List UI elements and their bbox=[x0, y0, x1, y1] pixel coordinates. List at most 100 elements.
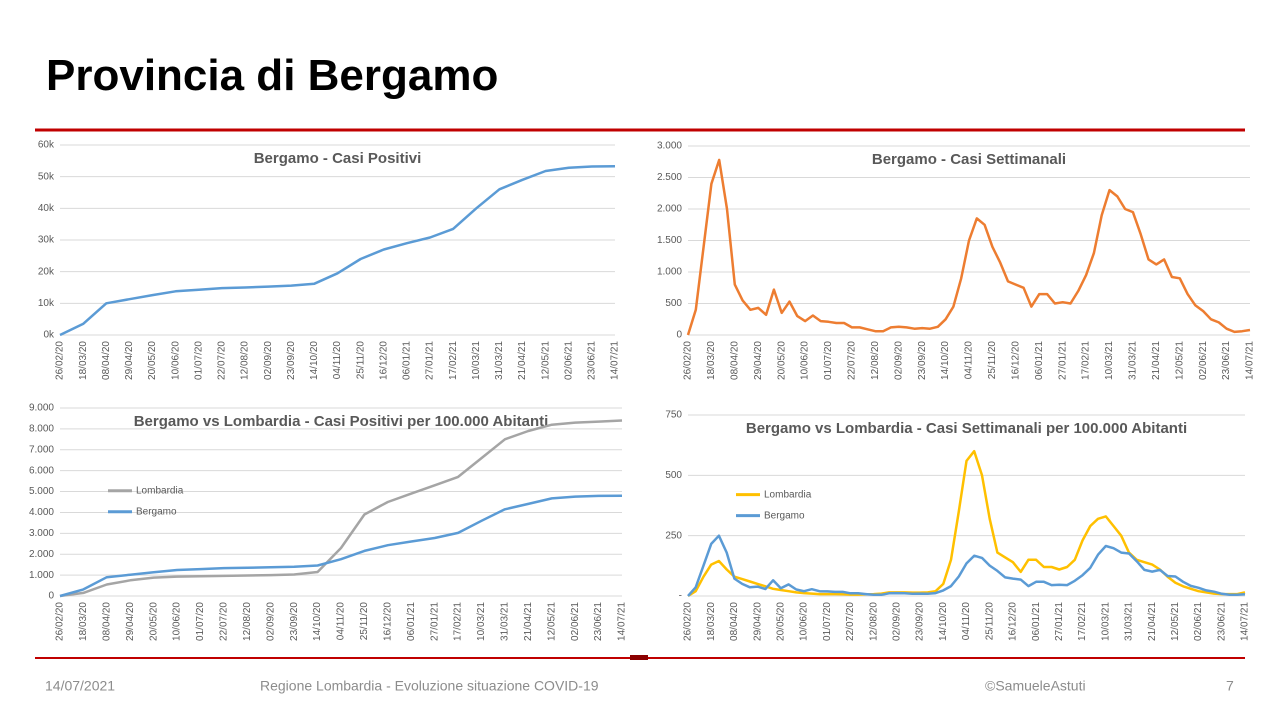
x-tick-label: 22/07/20 bbox=[847, 341, 858, 380]
y-tick-label: 500 bbox=[665, 470, 682, 481]
x-tick-label: 25/11/20 bbox=[359, 602, 370, 641]
x-tick-label: 14/07/21 bbox=[617, 602, 628, 641]
x-tick-label: 18/03/20 bbox=[78, 602, 89, 641]
x-tick-label: 10/03/21 bbox=[476, 602, 487, 641]
x-tick-label: 31/03/21 bbox=[1124, 602, 1135, 641]
x-tick-label: 26/02/20 bbox=[55, 341, 66, 380]
x-tick-label: 14/10/20 bbox=[312, 602, 323, 641]
x-tick-label: 27/01/21 bbox=[1057, 341, 1068, 380]
x-tick-label: 29/04/20 bbox=[753, 341, 764, 380]
chart-title: Bergamo - Casi Settimanali bbox=[872, 151, 1066, 168]
x-tick-label: 16/12/20 bbox=[1010, 341, 1021, 380]
x-tick-label: 01/07/20 bbox=[822, 602, 833, 641]
chart-title: Bergamo vs Lombardia - Casi Positivi per… bbox=[134, 413, 549, 430]
x-tick-label: 20/05/20 bbox=[775, 602, 786, 641]
y-tick-label: 6.000 bbox=[29, 465, 54, 476]
slide-title: Provincia di Bergamo bbox=[46, 51, 498, 100]
y-tick-label: 0 bbox=[48, 591, 54, 602]
legend-label: Bergamo bbox=[764, 510, 805, 521]
x-tick-label: 23/06/21 bbox=[1216, 602, 1227, 641]
x-tick-label: 22/07/20 bbox=[219, 602, 230, 641]
x-tick-label: 25/11/20 bbox=[987, 341, 998, 380]
chart-title: Bergamo - Casi Positivi bbox=[254, 150, 422, 167]
x-tick-label: 16/12/20 bbox=[378, 341, 389, 380]
data-line bbox=[687, 534, 1246, 597]
y-tick-label: 750 bbox=[665, 410, 682, 421]
x-tick-label: 23/09/20 bbox=[915, 602, 926, 641]
x-tick-label: 10/03/21 bbox=[1100, 602, 1111, 641]
x-tick-label: 10/06/20 bbox=[170, 341, 181, 380]
x-tick-label: 14/10/20 bbox=[938, 602, 949, 641]
x-tick-label: 06/01/21 bbox=[1031, 602, 1042, 641]
chart-title: Bergamo vs Lombardia - Casi Settimanali … bbox=[746, 420, 1187, 437]
data-line bbox=[59, 419, 623, 598]
x-tick-label: 08/04/20 bbox=[101, 341, 112, 380]
x-tick-label: 20/05/20 bbox=[776, 341, 787, 380]
y-tick-label: 3.000 bbox=[657, 141, 682, 152]
x-tick-label: 01/07/20 bbox=[193, 341, 204, 380]
data-line bbox=[59, 164, 616, 337]
x-tick-label: 26/02/20 bbox=[55, 602, 66, 641]
y-tick-label: 30k bbox=[38, 235, 55, 246]
x-tick-label: 22/07/20 bbox=[217, 341, 228, 380]
x-tick-label: 14/07/21 bbox=[1245, 341, 1256, 380]
x-tick-label: 23/06/21 bbox=[587, 341, 598, 380]
x-tick-label: 27/01/21 bbox=[425, 341, 436, 380]
x-tick-label: 27/01/21 bbox=[1054, 602, 1065, 641]
x-tick-label: 20/05/20 bbox=[148, 602, 159, 641]
x-tick-label: 14/07/21 bbox=[1240, 602, 1251, 641]
x-tick-label: 23/09/20 bbox=[286, 341, 297, 380]
x-tick-label: 12/08/20 bbox=[870, 341, 881, 380]
x-tick-label: 21/04/21 bbox=[517, 341, 528, 380]
data-line bbox=[687, 449, 1246, 598]
footer-source: Regione Lombardia - Evoluzione situazion… bbox=[260, 678, 599, 694]
y-tick-label: 8.000 bbox=[29, 424, 54, 435]
x-tick-label: 21/04/21 bbox=[523, 602, 534, 641]
x-tick-label: 08/04/20 bbox=[101, 602, 112, 641]
x-tick-label: 29/04/20 bbox=[752, 602, 763, 641]
y-tick-label: 4.000 bbox=[29, 507, 54, 518]
data-line bbox=[59, 494, 623, 598]
x-tick-label: 25/11/20 bbox=[355, 341, 366, 380]
y-tick-label: 1.000 bbox=[29, 570, 54, 581]
x-tick-label: 26/02/20 bbox=[683, 341, 694, 380]
legend-label: Lombardia bbox=[136, 485, 184, 496]
x-tick-label: 31/03/21 bbox=[500, 602, 511, 641]
x-tick-label: 31/03/21 bbox=[1128, 341, 1139, 380]
x-tick-label: 08/04/20 bbox=[729, 341, 740, 380]
x-tick-label: 12/05/21 bbox=[540, 341, 551, 380]
y-tick-label: 1.000 bbox=[657, 267, 682, 278]
x-tick-label: 14/10/20 bbox=[940, 341, 951, 380]
y-tick-label: 50k bbox=[38, 171, 55, 182]
x-tick-label: 27/01/21 bbox=[429, 602, 440, 641]
x-tick-label: 20/05/20 bbox=[147, 341, 158, 380]
y-tick-label: 3.000 bbox=[29, 528, 54, 539]
data-line bbox=[686, 158, 1251, 336]
y-tick-label: 5.000 bbox=[29, 486, 54, 497]
x-tick-label: 12/05/21 bbox=[546, 602, 557, 641]
x-tick-label: 10/03/21 bbox=[1104, 341, 1115, 380]
y-tick-label: 2.000 bbox=[29, 549, 54, 560]
x-tick-label: 23/09/20 bbox=[917, 341, 928, 380]
x-tick-label: 23/06/21 bbox=[1221, 341, 1232, 380]
x-tick-label: 04/11/20 bbox=[336, 602, 347, 641]
x-tick-label: 16/12/20 bbox=[382, 602, 393, 641]
x-tick-label: 12/08/20 bbox=[240, 341, 251, 380]
x-tick-label: 02/09/20 bbox=[265, 602, 276, 641]
x-tick-label: 26/02/20 bbox=[683, 602, 694, 641]
x-tick-label: 29/04/20 bbox=[124, 341, 135, 380]
x-tick-label: 23/06/21 bbox=[593, 602, 604, 641]
x-tick-label: 18/03/20 bbox=[706, 602, 717, 641]
x-tick-label: 31/03/21 bbox=[494, 341, 505, 380]
x-tick-label: 10/03/21 bbox=[471, 341, 482, 380]
y-tick-label: 20k bbox=[38, 266, 55, 277]
x-tick-label: 25/11/20 bbox=[984, 602, 995, 641]
legend-label: Bergamo bbox=[136, 506, 177, 517]
rule-block bbox=[630, 655, 648, 660]
y-tick-label: - bbox=[679, 591, 682, 602]
y-tick-label: 9.000 bbox=[29, 403, 54, 414]
x-tick-label: 16/12/20 bbox=[1008, 602, 1019, 641]
x-tick-label: 04/11/20 bbox=[332, 341, 343, 380]
x-tick-label: 17/02/21 bbox=[1077, 602, 1088, 641]
